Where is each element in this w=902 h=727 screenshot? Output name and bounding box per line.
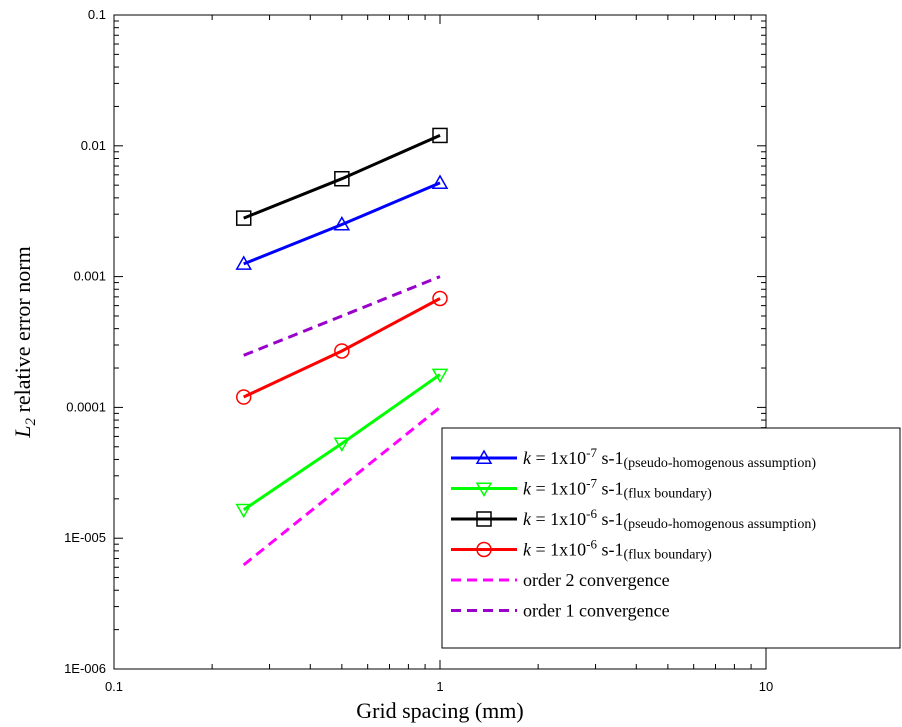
legend-label-base: = 1x10 — [531, 448, 586, 468]
legend-label-note: (flux boundary) — [624, 548, 713, 563]
series-line — [243, 181, 441, 266]
series-layer — [235, 127, 449, 567]
legend-label: order 1 convergence — [523, 601, 670, 621]
legend-item: k = 1x10-6 s-1(flux boundary) — [451, 537, 712, 563]
legend-label: k = 1x10-6 s-1(flux boundary) — [523, 537, 712, 563]
legend-label-unit: s-1 — [597, 479, 624, 499]
y-axis-title: L2 relative error norm — [10, 246, 39, 438]
legend-item: k = 1x10-7 s-1(flux boundary) — [451, 476, 712, 502]
circle-marker — [235, 389, 252, 405]
series-3 — [235, 127, 448, 226]
square-marker — [235, 210, 252, 226]
legend-label: order 2 convergence — [523, 570, 670, 590]
legend-label-base: = 1x10 — [531, 479, 586, 499]
x-tick-label: 10 — [759, 679, 773, 694]
y-tick-label: 1E-006 — [64, 661, 106, 676]
legend-label-symbol: k — [523, 448, 532, 468]
circle-marker — [334, 343, 350, 359]
legend-label-exponent: -6 — [586, 537, 597, 552]
axis-tick-labels: 0.1 1 10 0.1 0.01 0.001 0.0001 1E-005 1E-006 — [64, 7, 773, 694]
y-axis-title-subscript: 2 — [23, 417, 39, 425]
triangle-down-marker — [431, 368, 449, 384]
series-2 — [235, 368, 449, 519]
legend-label: k = 1x10-6 s-1(pseudo-homogenous assumpt… — [523, 506, 816, 532]
legend: k = 1x10-7 s-1(pseudo-homogenous assumpt… — [441, 427, 901, 649]
series-line — [243, 297, 441, 399]
legend-label: k = 1x10-7 s-1(flux boundary) — [523, 476, 712, 502]
legend-label-note: (pseudo-homogenous assumption) — [624, 517, 817, 532]
series-line — [242, 406, 441, 567]
x-tick-label: 1 — [436, 679, 443, 694]
legend-label-note: (pseudo-homogenous assumption) — [624, 456, 817, 471]
x-axis-title: Grid spacing (mm) — [356, 698, 523, 723]
legend-entries: k = 1x10-7 s-1(pseudo-homogenous assumpt… — [451, 445, 816, 621]
legend-label-unit: s-1 — [597, 540, 624, 560]
triangle-up-marker — [333, 216, 351, 231]
triangle-up-marker — [235, 255, 253, 270]
legend-label-symbol: k — [523, 479, 532, 499]
y-tick-label: 1E-005 — [64, 530, 106, 545]
y-axis-title-rest: relative error norm — [10, 246, 35, 418]
legend-box — [441, 427, 901, 649]
triangle-down-marker — [475, 482, 493, 498]
legend-label-symbol: k — [523, 540, 532, 560]
series-line — [243, 134, 441, 220]
legend-label-exponent: -7 — [586, 445, 597, 460]
triangle-down-marker — [333, 437, 351, 452]
y-tick-label: 0.01 — [81, 138, 106, 153]
triangle-up-marker — [475, 449, 493, 464]
series-4 — [235, 290, 448, 405]
legend-item: k = 1x10-6 s-1(pseudo-homogenous assumpt… — [451, 506, 816, 532]
legend-label-unit: s-1 — [597, 448, 624, 468]
square-marker — [476, 511, 492, 527]
legend-label-symbol: k — [523, 509, 532, 529]
axis-ticks — [113, 14, 767, 670]
legend-label-exponent: -6 — [586, 506, 597, 521]
legend-item: order 1 convergence — [451, 601, 670, 621]
series-1 — [235, 174, 449, 270]
square-marker — [432, 127, 448, 144]
square-marker — [334, 170, 350, 187]
circle-marker — [476, 541, 492, 558]
series-line — [242, 373, 441, 512]
series-5 — [242, 406, 441, 567]
legend-label-exponent: -7 — [586, 476, 597, 491]
legend-item: k = 1x10-7 s-1(pseudo-homogenous assumpt… — [451, 445, 816, 471]
triangle-up-marker — [431, 174, 449, 189]
series-6 — [243, 275, 441, 357]
y-tick-label: 0.1 — [88, 7, 106, 22]
x-tick-label: 0.1 — [105, 679, 123, 694]
legend-label-note: (flux boundary) — [624, 487, 713, 502]
legend-label-base: = 1x10 — [531, 509, 586, 529]
legend-label-base: = 1x10 — [531, 540, 586, 560]
triangle-down-marker — [235, 503, 253, 519]
legend-item: order 2 convergence — [451, 570, 670, 590]
legend-label-unit: s-1 — [597, 509, 624, 529]
y-tick-label: 0.001 — [73, 269, 106, 284]
y-axis-title-symbol: L — [10, 425, 35, 438]
series-line — [243, 275, 441, 357]
circle-marker — [432, 290, 448, 307]
legend-label: k = 1x10-7 s-1(pseudo-homogenous assumpt… — [523, 445, 816, 471]
y-tick-label: 0.0001 — [66, 399, 106, 414]
